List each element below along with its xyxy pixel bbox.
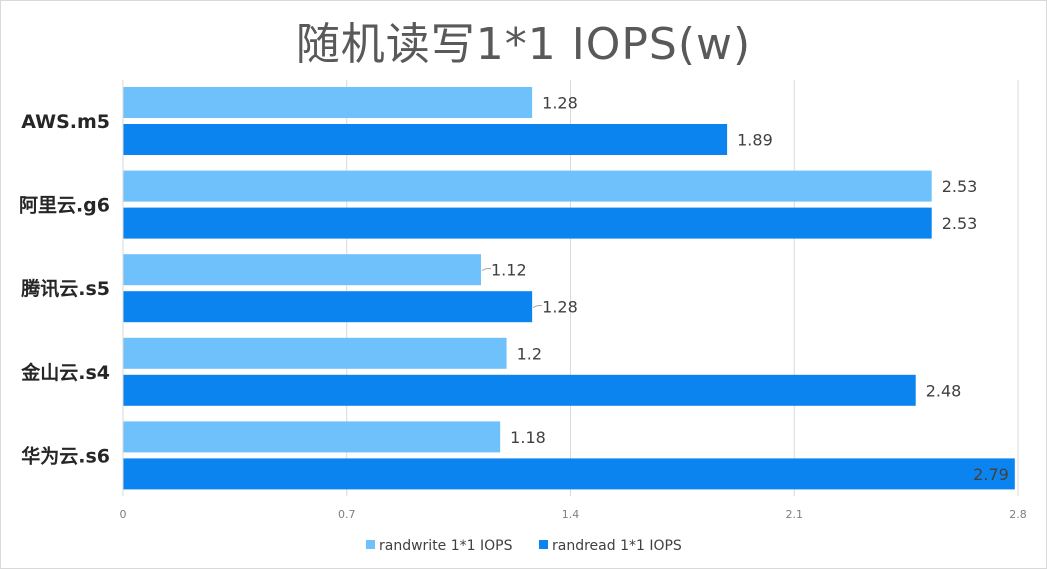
x-tick-label: 2.8 bbox=[1009, 508, 1027, 521]
legend-entry: randread 1*1 IOPS bbox=[552, 538, 682, 554]
category-label: AWS.m5 bbox=[21, 111, 110, 133]
x-tick-label: 0 bbox=[120, 508, 127, 521]
data-label: 1.28 bbox=[542, 298, 578, 317]
legend-swatch bbox=[539, 540, 548, 549]
bar-randwrite bbox=[123, 337, 507, 369]
data-label: 1.2 bbox=[517, 344, 542, 363]
x-tick-label: 0.7 bbox=[338, 508, 356, 521]
data-label: 2.48 bbox=[926, 381, 962, 400]
x-tick-label: 2.1 bbox=[786, 508, 804, 521]
category-label: 阿里云.g6 bbox=[19, 195, 110, 217]
data-label: 2.53 bbox=[942, 177, 978, 196]
bar-randread bbox=[123, 291, 533, 323]
category-label: 金山云.s4 bbox=[20, 361, 110, 384]
data-label: 1.28 bbox=[542, 94, 578, 113]
bar-randread bbox=[123, 458, 1015, 490]
data-label: 1.89 bbox=[737, 131, 773, 150]
bar-randread bbox=[123, 207, 932, 239]
bar-randwrite bbox=[123, 170, 932, 202]
leader-line bbox=[532, 304, 543, 309]
bar-randwrite bbox=[123, 421, 501, 453]
bar-randwrite bbox=[123, 87, 533, 118]
bar-randread bbox=[123, 124, 728, 155]
category-label: 腾讯云.s5 bbox=[20, 277, 110, 300]
bar-randread bbox=[123, 374, 916, 406]
chart-title: 随机读写1*1 IOPS(w) bbox=[295, 19, 752, 70]
x-tick-label: 1.4 bbox=[562, 508, 580, 521]
category-label: 华为云.s6 bbox=[21, 444, 110, 467]
data-label: 1.12 bbox=[491, 261, 527, 280]
data-label: 2.79 bbox=[973, 465, 1009, 484]
legend-entry: randwrite 1*1 IOPS bbox=[379, 538, 513, 554]
legend-swatch bbox=[366, 540, 375, 549]
data-label: 2.53 bbox=[942, 214, 978, 233]
leader-line bbox=[481, 267, 492, 272]
data-label: 1.18 bbox=[510, 428, 546, 447]
bar-randwrite bbox=[123, 254, 481, 286]
